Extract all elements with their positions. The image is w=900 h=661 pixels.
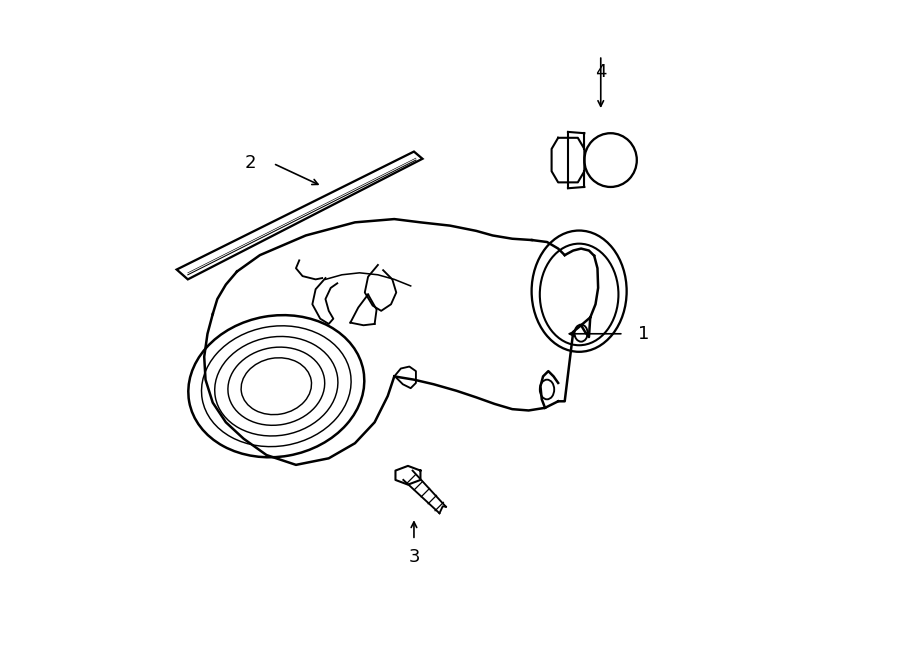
Text: 4: 4: [595, 63, 607, 81]
Text: 2: 2: [244, 155, 256, 173]
Text: 3: 3: [409, 547, 419, 566]
Text: 1: 1: [638, 325, 649, 343]
